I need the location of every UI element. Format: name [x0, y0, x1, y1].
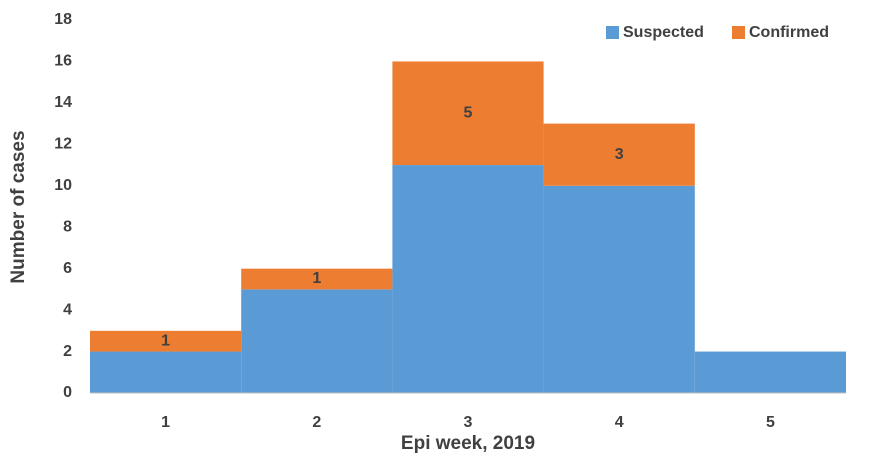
bar-segment: [543, 123, 695, 186]
y-tick-label: 16: [54, 53, 72, 70]
y-tick-label: 12: [54, 136, 72, 153]
y-tick-label: 10: [54, 177, 72, 194]
y-tick-label: 8: [63, 218, 72, 235]
data-label: 5: [464, 104, 473, 121]
y-tick-label: 6: [63, 260, 72, 277]
bar-segment: [90, 351, 242, 393]
legend-label: Confirmed: [749, 24, 829, 41]
data-label: 1: [312, 270, 321, 287]
data-label: 3: [615, 146, 624, 163]
bar-segment: [241, 289, 393, 393]
bar-segment: [694, 351, 846, 393]
legend-label: Suspected: [623, 24, 704, 41]
bar-segment: [543, 185, 695, 393]
bar-segment: [392, 61, 544, 166]
data-label: 1: [161, 332, 170, 349]
y-tick-label: 14: [54, 94, 72, 111]
x-axis-title: Epi week, 2019: [401, 433, 535, 454]
bar-segment: [392, 165, 544, 393]
x-tick-label: 2: [312, 414, 321, 431]
y-tick-label: 0: [63, 384, 72, 401]
y-axis-title: Number of cases: [8, 130, 29, 283]
x-tick-label: 5: [766, 414, 775, 431]
y-tick-label: 18: [54, 11, 72, 28]
x-tick-label: 3: [464, 414, 473, 431]
bar-segment: [241, 268, 393, 290]
x-tick-label: 4: [615, 414, 624, 431]
legend-swatch: [606, 26, 619, 39]
bar-segment: [90, 330, 242, 352]
y-tick-label: 4: [63, 301, 72, 318]
y-tick-label: 2: [63, 343, 72, 360]
x-tick-label: 1: [161, 414, 170, 431]
legend-swatch: [732, 26, 745, 39]
